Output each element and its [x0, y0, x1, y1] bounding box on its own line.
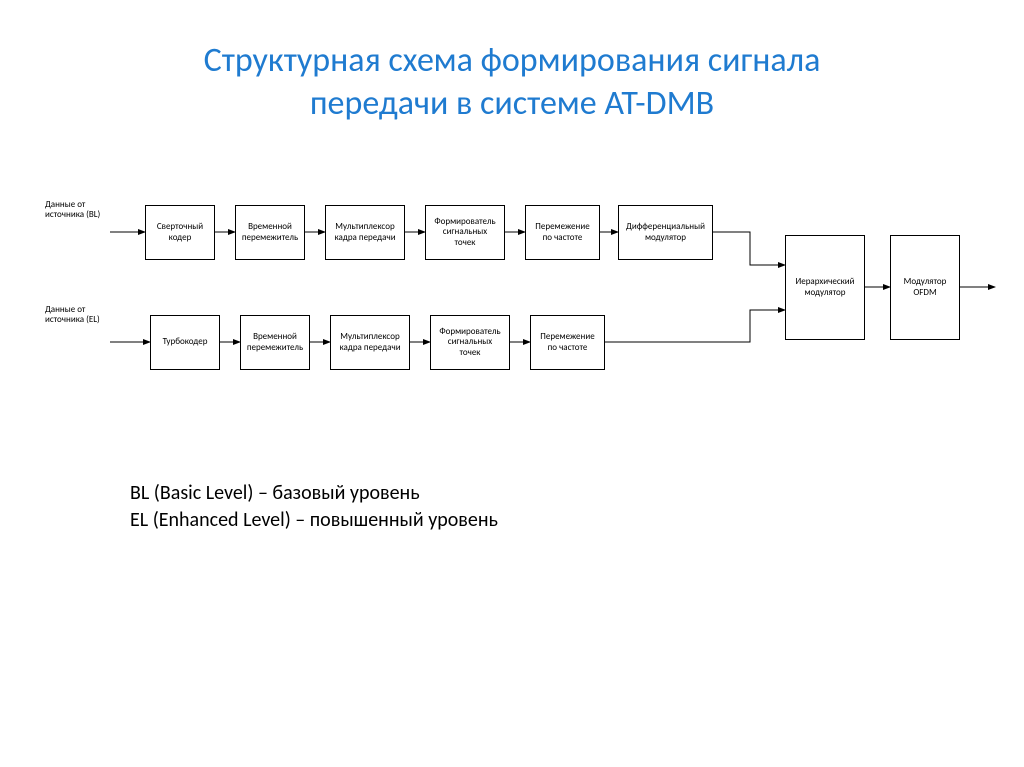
node-n9: Мультиплексоркадра передачи: [330, 315, 410, 370]
edge: [605, 310, 785, 342]
node-n10: Формировательсигнальныхточек: [430, 315, 510, 370]
node-n3: Мультиплексоркадра передачи: [325, 205, 405, 260]
legend-line-2: EL (Enhanced Level) – повышенный уровень: [130, 507, 498, 534]
node-n6: Дифференциальныймодулятор: [618, 205, 713, 260]
slide-title: Структурная схема формирования сигнала п…: [0, 40, 1024, 125]
node-n1: Сверточныйкодер: [145, 205, 215, 260]
node-n11: Перемежениепо частоте: [530, 315, 605, 370]
block-diagram: Данные отисточника (BL) Данные отисточник…: [40, 185, 984, 405]
slide: Структурная схема формирования сигнала п…: [0, 0, 1024, 767]
legend: BL (Basic Level) – базовый уровень EL (E…: [130, 480, 498, 534]
node-n7: Турбокодер: [150, 315, 220, 370]
source-label-src-el: Данные отисточника (EL): [45, 305, 100, 326]
node-n5: Перемежениепо частоте: [525, 205, 600, 260]
node-n13: МодуляторOFDM: [890, 235, 960, 340]
node-n4: Формировательсигнальныхточек: [425, 205, 505, 260]
node-n2: Временнойперемежитель: [235, 205, 305, 260]
legend-line-1: BL (Basic Level) – базовый уровень: [130, 480, 498, 507]
title-line-1: Структурная схема формирования сигнала: [204, 40, 821, 81]
title-line-2: передачи в системе AT-DMB: [310, 83, 714, 124]
edge: [713, 232, 785, 265]
source-label-src-bl: Данные отисточника (BL): [45, 200, 100, 221]
node-n8: Временнойперемежитель: [240, 315, 310, 370]
node-n12: Иерархическиймодулятор: [785, 235, 865, 340]
